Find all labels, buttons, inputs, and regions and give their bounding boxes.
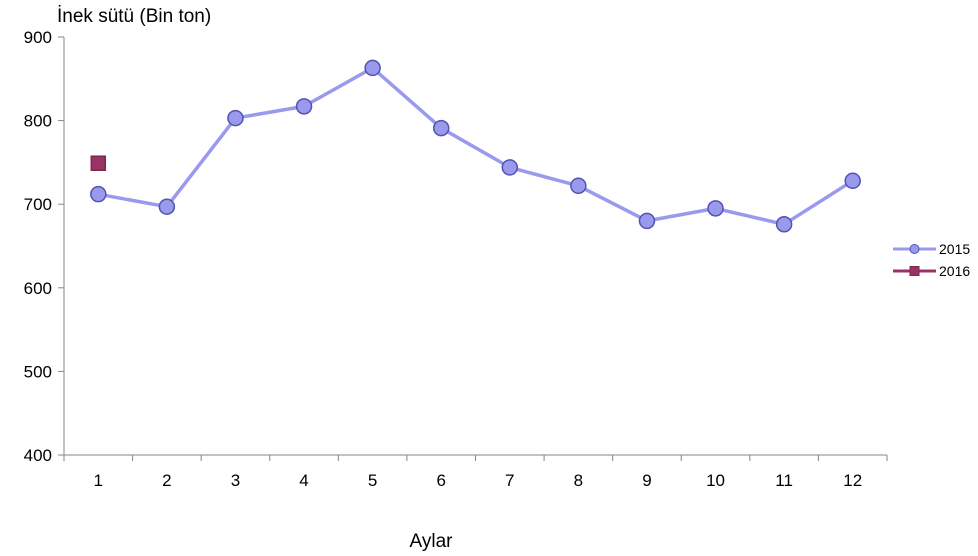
legend-label: 2016 <box>939 263 970 279</box>
y-axis-title: İnek sütü (Bin ton) <box>57 6 211 27</box>
data-point <box>90 155 107 171</box>
data-point <box>501 159 519 176</box>
legend: 2015 2016 <box>893 241 970 279</box>
y-tick-label: 500 <box>24 362 52 381</box>
data-point <box>432 119 450 137</box>
x-tick-label: 11 <box>775 471 793 490</box>
data-point <box>295 98 313 115</box>
x-tick-label: 10 <box>706 471 725 490</box>
data-point <box>707 200 724 217</box>
legend-marker <box>909 244 920 254</box>
y-axis: 400 500 600 700 800 900 <box>24 28 65 465</box>
legend-label: 2015 <box>939 241 970 257</box>
data-point <box>570 177 587 195</box>
x-tick-label: 2 <box>162 471 171 490</box>
x-axis-title: Aylar <box>410 531 454 552</box>
data-point <box>158 198 176 215</box>
x-tick-label: 12 <box>843 471 862 490</box>
data-point <box>844 172 861 190</box>
data-point <box>638 212 656 230</box>
x-tick-label: 9 <box>642 471 651 490</box>
data-point <box>364 59 381 77</box>
x-tick-label: 5 <box>368 471 377 490</box>
y-tick-label: 900 <box>24 28 52 47</box>
y-tick-label: 700 <box>24 195 52 214</box>
legend-marker <box>909 266 920 276</box>
x-tick-label: 3 <box>231 471 240 490</box>
y-tick-label: 400 <box>24 446 52 465</box>
x-tick-label: 6 <box>436 471 445 490</box>
y-tick-label: 800 <box>24 112 52 131</box>
plot-area <box>90 59 861 233</box>
data-point <box>775 216 793 233</box>
x-tick-label: 7 <box>505 471 514 490</box>
series-2015 <box>90 59 861 233</box>
y-tick-label: 600 <box>24 279 52 298</box>
data-point <box>90 185 107 203</box>
series-line-2015 <box>97 66 854 227</box>
x-tick-label: 1 <box>94 471 103 490</box>
x-axis: 1 2 3 4 5 6 7 8 9 10 11 12 <box>63 454 888 490</box>
x-tick-label: 8 <box>574 471 583 490</box>
series-2016 <box>90 155 107 171</box>
data-point <box>227 109 244 127</box>
x-tick-label: 4 <box>299 471 308 490</box>
